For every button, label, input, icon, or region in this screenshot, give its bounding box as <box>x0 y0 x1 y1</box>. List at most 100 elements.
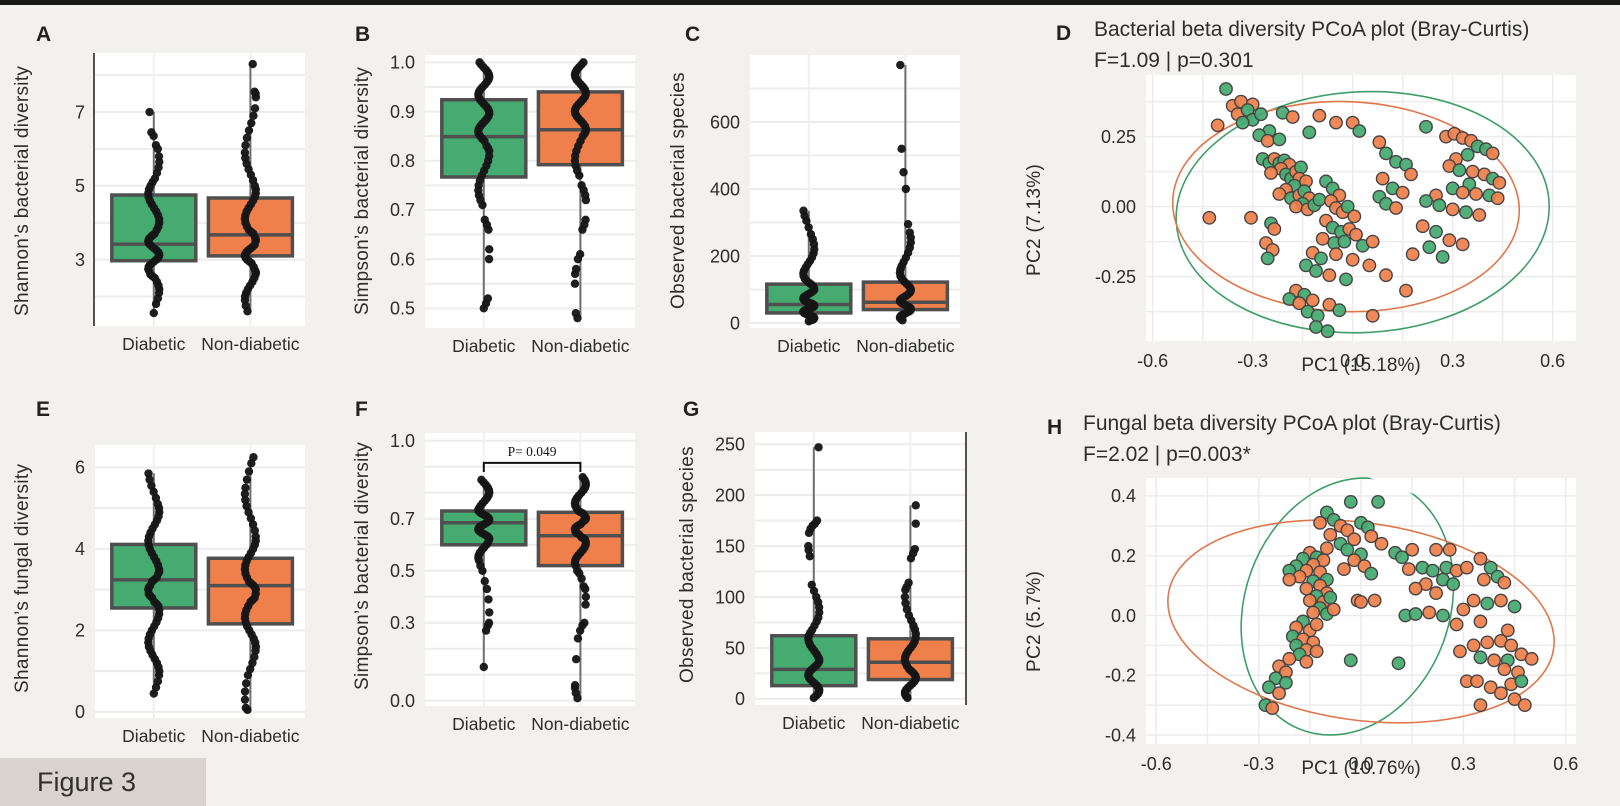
svg-text:-0.3: -0.3 <box>1243 754 1274 774</box>
svg-text:Non-diabetic: Non-diabetic <box>201 726 299 746</box>
panel-d: D Bacterial beta diversity PCoA plot (Br… <box>1010 5 1620 390</box>
boxplot-e: 0 2 4 6 Diabetic Non-diabetic <box>75 445 305 746</box>
scatter-d: -0.6 -0.3 0.0 0.3 0.6 -0.25 0.00 0.25 <box>1095 75 1576 371</box>
svg-text:0.8: 0.8 <box>390 151 415 171</box>
panel-e-letter: E <box>36 398 51 421</box>
svg-text:0.6: 0.6 <box>390 249 415 269</box>
top-border-bar <box>0 0 1620 5</box>
svg-text:Non-diabetic: Non-diabetic <box>861 713 959 733</box>
panel-h: H Fungal beta diversity PCoA plot (Bray-… <box>1010 396 1620 806</box>
boxplot-g: 0 50 100 150 200 250 Diabetic Non-diabetic <box>715 432 967 733</box>
svg-text:600: 600 <box>710 112 740 132</box>
boxplot-c: 0 200 400 600 Diabetic Non-diabetic <box>710 55 960 356</box>
svg-text:0.0: 0.0 <box>1340 351 1365 371</box>
boxplot-b: 0.5 0.6 0.7 0.8 0.9 1.0 Diabetic Non-diabetic <box>390 53 635 356</box>
svg-text:-0.6: -0.6 <box>1137 351 1168 371</box>
panel-d-y-axis-label: PC2 (7.13%) <box>1024 163 1045 277</box>
panel-e-y-axis-label: Shannon’s fungal diversity <box>12 463 33 693</box>
svg-text:0.0: 0.0 <box>390 691 415 711</box>
svg-text:Diabetic: Diabetic <box>452 714 515 734</box>
svg-text:-0.2: -0.2 <box>1105 666 1136 686</box>
svg-text:-0.4: -0.4 <box>1105 725 1136 745</box>
svg-text:Diabetic: Diabetic <box>122 334 185 354</box>
panel-g-y-axis-label: Observed bacterial species <box>677 446 698 684</box>
svg-text:0.3: 0.3 <box>390 613 415 633</box>
panel-f: F Simpson’s bacterial diversity 0.0 0.3 0.… <box>330 390 650 806</box>
svg-text:0.0: 0.0 <box>1348 754 1373 774</box>
svg-text:3: 3 <box>75 250 85 270</box>
svg-text:Non-diabetic: Non-diabetic <box>201 334 299 354</box>
svg-text:0: 0 <box>735 689 745 709</box>
panel-c-letter: C <box>685 23 701 46</box>
svg-text:0.25: 0.25 <box>1101 127 1136 147</box>
svg-text:0.6: 0.6 <box>1540 351 1565 371</box>
panel-e: E Shannon’s fungal diversity 0 2 4 6 Diabeti… <box>0 390 330 806</box>
svg-text:2: 2 <box>75 621 85 641</box>
svg-text:0.3: 0.3 <box>1440 351 1465 371</box>
svg-text:-0.25: -0.25 <box>1095 267 1136 287</box>
svg-text:0: 0 <box>730 313 740 333</box>
svg-text:6: 6 <box>75 458 85 478</box>
svg-text:1.0: 1.0 <box>390 53 415 73</box>
svg-text:Non-diabetic: Non-diabetic <box>531 714 629 734</box>
svg-text:5: 5 <box>75 176 85 196</box>
svg-text:Diabetic: Diabetic <box>782 713 845 733</box>
panel-b: B Simpson’s bacterial diversity 0.5 0.6 0.… <box>330 5 650 390</box>
panel-b-letter: B <box>355 23 371 46</box>
panel-f-y-axis-label: Simpson’s bacterial diversity <box>352 441 373 691</box>
svg-text:200: 200 <box>715 485 745 505</box>
svg-text:0.7: 0.7 <box>390 200 415 220</box>
svg-text:100: 100 <box>715 587 745 607</box>
panel-g: G Observed bacterial species 0 50 100 150 20… <box>650 390 1010 806</box>
svg-text:7: 7 <box>75 102 85 122</box>
panel-c: C Observed bacterial species 0 200 400 600 D… <box>650 5 1010 390</box>
svg-text:Non-diabetic: Non-diabetic <box>856 336 954 356</box>
svg-text:0.2: 0.2 <box>1111 546 1136 566</box>
boxplot-f: 0.0 0.3 0.5 0.7 1.0 Diabetic Non-diabetic P= 0.… <box>390 431 635 734</box>
panel-c-y-axis-label: Observed bacterial species <box>668 72 689 310</box>
svg-text:0.6: 0.6 <box>1553 754 1578 774</box>
svg-text:150: 150 <box>715 536 745 556</box>
svg-text:0.5: 0.5 <box>390 299 415 319</box>
panel-d-letter: D <box>1056 22 1072 45</box>
svg-text:0.9: 0.9 <box>390 102 415 122</box>
svg-text:200: 200 <box>710 246 740 266</box>
panel-a-letter: A <box>36 23 52 46</box>
svg-text:0.5: 0.5 <box>390 561 415 581</box>
svg-text:-0.3: -0.3 <box>1237 351 1268 371</box>
svg-text:400: 400 <box>710 179 740 199</box>
svg-text:0.0: 0.0 <box>1111 606 1136 626</box>
svg-text:P= 0.049: P= 0.049 <box>508 444 557 459</box>
scatter-h: -0.6 -0.3 0.0 0.3 0.6 -0.4 -0.2 0.0 0.2 0.4 <box>1105 477 1578 774</box>
svg-text:0.00: 0.00 <box>1101 197 1136 217</box>
svg-text:Diabetic: Diabetic <box>777 336 840 356</box>
svg-text:1.0: 1.0 <box>390 431 415 451</box>
panel-d-x-axis-label: PC1 (15.18%) <box>1301 355 1421 376</box>
panel-h-x-axis-label: PC1 (10.76%) <box>1301 758 1421 779</box>
panel-a: A Shannon’s bacterial diversity 3 5 7 Diabe… <box>0 5 330 390</box>
boxplot-a: 3 5 7 Diabetic Non-diabetic <box>75 53 305 354</box>
panel-a-y-axis-label: Shannon’s bacterial diversity <box>12 65 33 317</box>
figure-caption-chip: Figure 3 <box>0 758 206 806</box>
panel-d-title: Bacterial beta diversity PCoA plot (Bray… <box>1094 18 1530 41</box>
svg-text:0.4: 0.4 <box>1111 486 1136 506</box>
panel-f-letter: F <box>355 398 368 421</box>
svg-text:Diabetic: Diabetic <box>452 336 515 356</box>
panel-h-stats: F=2.02 | p=0.003* <box>1083 443 1251 466</box>
svg-text:0.7: 0.7 <box>390 509 415 529</box>
panel-b-y-axis-label: Simpson’s bacterial diversity <box>352 66 373 316</box>
svg-text:4: 4 <box>75 539 85 559</box>
svg-text:250: 250 <box>715 435 745 455</box>
panel-d-stats: F=1.09 | p=0.301 <box>1094 49 1254 72</box>
panel-g-letter: G <box>683 398 700 421</box>
panel-h-y-axis-label: PC2 (5.7%) <box>1024 570 1045 672</box>
panel-h-title: Fungal beta diversity PCoA plot (Bray-Cu… <box>1083 412 1501 435</box>
panel-h-letter: H <box>1047 416 1063 439</box>
svg-text:Non-diabetic: Non-diabetic <box>531 336 629 356</box>
svg-text:-0.6: -0.6 <box>1141 754 1172 774</box>
svg-text:0.3: 0.3 <box>1451 754 1476 774</box>
svg-text:50: 50 <box>725 638 745 658</box>
svg-text:Diabetic: Diabetic <box>122 726 185 746</box>
svg-text:0: 0 <box>75 702 85 722</box>
